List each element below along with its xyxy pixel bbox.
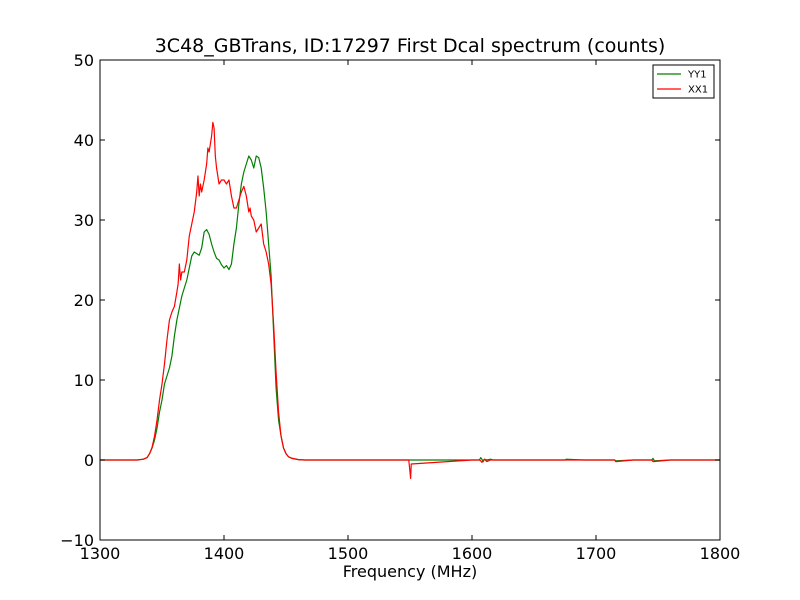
series-layer <box>100 121 720 479</box>
chart-title: 3C48_GBTrans, ID:17297 First Dcal spectr… <box>155 35 666 57</box>
x-tick-label: 1300 <box>80 544 121 563</box>
legend-box <box>652 64 715 99</box>
y-tick-label: 0 <box>84 451 94 470</box>
y-tick-label: 40 <box>74 131 94 150</box>
x-tick-label: 1700 <box>576 544 617 563</box>
ticks-layer: 1300 1400 1500 1600 1700 1800 −10 0 10 20 30 40 50 <box>60 51 740 563</box>
x-tick-label: 1800 <box>700 544 741 563</box>
y-tick-label: 30 <box>74 211 94 230</box>
plot-frame <box>99 59 721 541</box>
x-tick-label: 1500 <box>328 544 369 563</box>
legend-label-xx1: XX1 <box>688 85 708 96</box>
y-tick-label: 50 <box>74 51 94 70</box>
y-tick-label: 20 <box>74 291 94 310</box>
series-line-xx1 <box>100 121 720 479</box>
legend-label-yy1: YY1 <box>687 70 707 81</box>
x-tick-label: 1400 <box>204 544 245 563</box>
y-tick-label: 10 <box>74 371 94 390</box>
x-tick-label: 1600 <box>452 544 493 563</box>
y-tick-label: −10 <box>60 531 94 550</box>
series-line-yy1 <box>100 155 720 463</box>
x-axis-label: Frequency (MHz) <box>343 562 477 581</box>
